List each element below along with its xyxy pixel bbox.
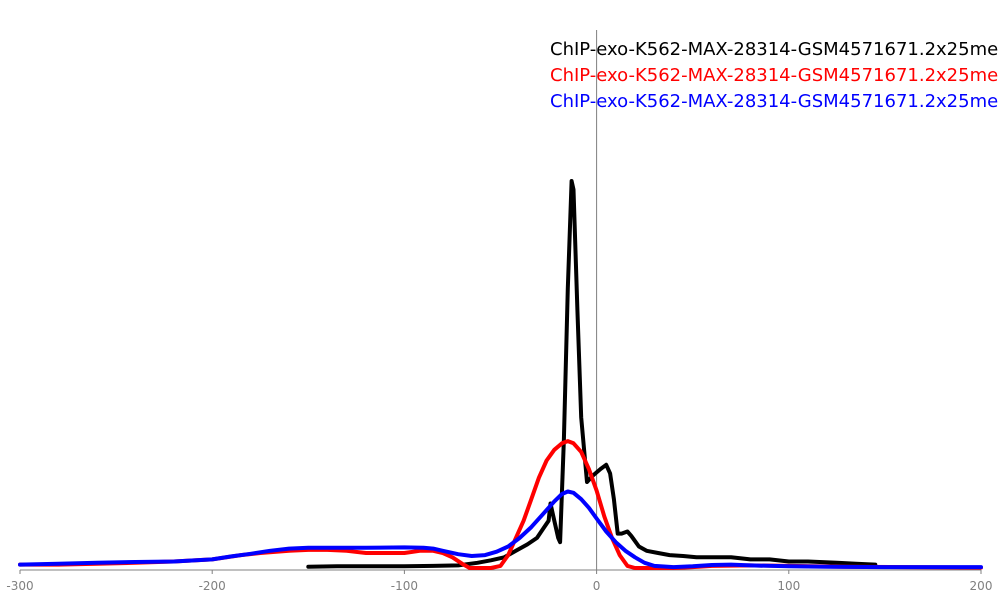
x-tick-label: -300 — [6, 579, 33, 593]
legend: ChIP-exo-K562-MAX-28314-GSM4571671.2x25m… — [550, 39, 998, 112]
series-group — [18, 179, 983, 570]
legend-entry-3: ChIP-exo-K562-MAX-28314-GSM4571671.2x25m… — [550, 91, 998, 112]
x-axis: -300 -200 -100 0 100 200 — [6, 569, 993, 593]
x-tick-label: 0 — [593, 579, 601, 593]
series-line-3 — [18, 489, 983, 570]
legend-entry-2: ChIP-exo-K562-MAX-28314-GSM4571671.2x25m… — [550, 65, 998, 86]
x-tick-label: 100 — [777, 579, 800, 593]
x-tick-label: -100 — [391, 579, 418, 593]
series-line-2 — [18, 439, 983, 570]
x-tick-label: -200 — [199, 579, 226, 593]
legend-entry-1: ChIP-exo-K562-MAX-28314-GSM4571671.2x25m… — [550, 39, 998, 60]
x-tick-label: 200 — [970, 579, 993, 593]
